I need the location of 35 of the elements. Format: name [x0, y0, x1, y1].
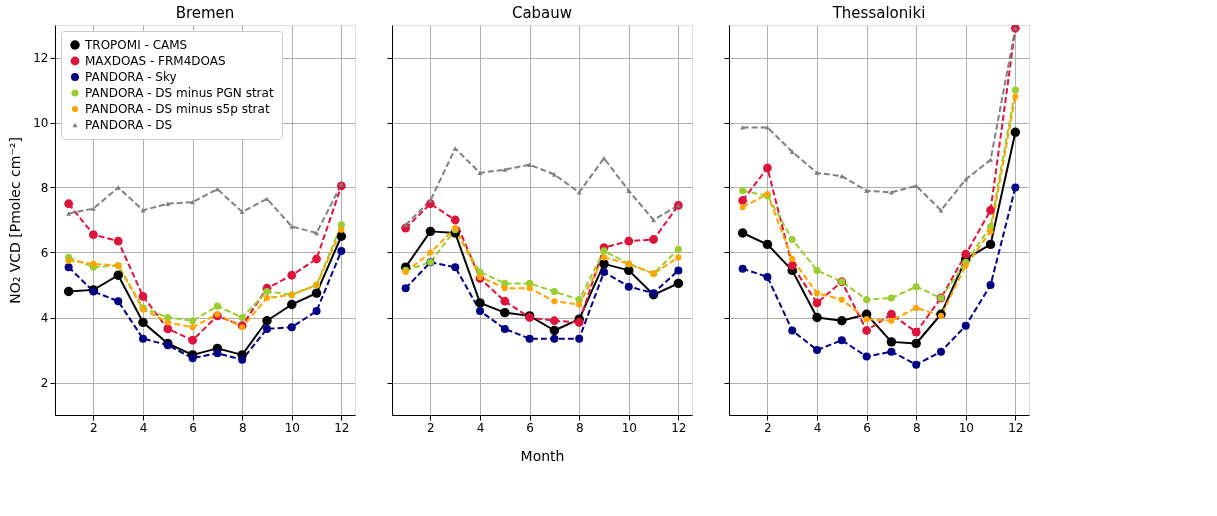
legend-label: PANDORA - Sky [85, 70, 177, 84]
chart-title: Thessaloniki [831, 4, 926, 22]
y-tick-label: 2 [40, 376, 49, 390]
x-tick-label: 10 [284, 420, 300, 435]
y-tick-label: 8 [40, 181, 49, 195]
x-tick-label: 4 [813, 420, 822, 435]
legend-label: PANDORA - DS minus PGN strat [85, 86, 274, 100]
chart-title: Cabauw [511, 4, 573, 22]
y-tick-label: 4 [40, 311, 49, 325]
legend-label: PANDORA - DS minus s5p strat [85, 102, 270, 116]
x-axis-title: Month [520, 447, 565, 464]
x-tick-label: 4 [476, 420, 485, 435]
x-tick-label: 2 [427, 420, 435, 435]
y-tick-label: 12 [33, 51, 49, 65]
y-tick-label: 10 [33, 116, 49, 130]
x-tick-label: 8 [575, 420, 584, 435]
y-axis-title: NO₂ VCD [Pmolec cm⁻²] [7, 137, 24, 304]
legend-label: PANDORA - DS [85, 118, 173, 132]
x-tick-label: 6 [526, 420, 534, 435]
legend-label: TROPOMI - CAMS [84, 38, 188, 52]
x-tick-label: 2 [90, 420, 98, 435]
y-tick-label: 6 [40, 246, 49, 260]
x-tick-label: 10 [958, 420, 974, 435]
x-tick-label: 12 [334, 420, 350, 435]
x-tick-label: 10 [621, 420, 637, 435]
x-tick-label: 6 [863, 420, 871, 435]
x-tick-label: 12 [671, 420, 687, 435]
x-tick-label: 12 [1008, 420, 1024, 435]
chart-title: Bremen [175, 4, 235, 22]
x-tick-label: 8 [912, 420, 921, 435]
x-tick-label: 6 [189, 420, 197, 435]
x-tick-label: 4 [139, 420, 148, 435]
legend-label: MAXDOAS - FRM4DOAS [85, 54, 226, 68]
x-tick-label: 2 [764, 420, 772, 435]
x-tick-label: 8 [238, 420, 247, 435]
